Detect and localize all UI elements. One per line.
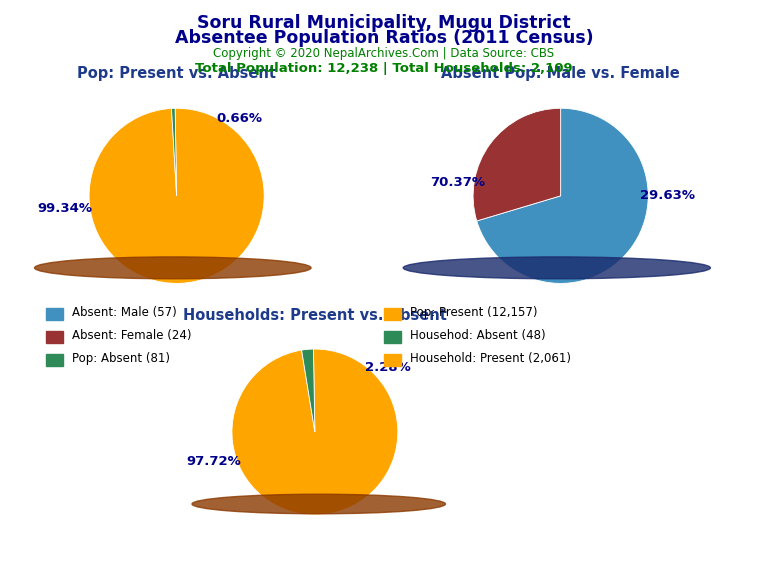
Text: 0.66%: 0.66% [217, 112, 263, 126]
Text: Absentee Population Ratios (2011 Census): Absentee Population Ratios (2011 Census) [174, 29, 594, 47]
Ellipse shape [403, 257, 710, 279]
Wedge shape [302, 349, 315, 432]
Text: 2.28%: 2.28% [365, 361, 411, 374]
Text: Absent: Female (24): Absent: Female (24) [72, 329, 192, 342]
Text: Pop: Present (12,157): Pop: Present (12,157) [410, 306, 538, 319]
Title: Absent Pop: Male vs. Female: Absent Pop: Male vs. Female [442, 66, 680, 81]
Text: Total Population: 12,238 | Total Households: 2,109: Total Population: 12,238 | Total Househo… [195, 62, 573, 75]
Text: Household: Present (2,061): Household: Present (2,061) [410, 353, 571, 365]
Wedge shape [171, 108, 177, 196]
Wedge shape [477, 108, 648, 283]
Text: Copyright © 2020 NepalArchives.Com | Data Source: CBS: Copyright © 2020 NepalArchives.Com | Dat… [214, 47, 554, 60]
Text: Soru Rural Municipality, Mugu District: Soru Rural Municipality, Mugu District [197, 14, 571, 32]
Text: 70.37%: 70.37% [430, 176, 485, 189]
Wedge shape [473, 108, 561, 221]
Title: Pop: Present vs. Absent: Pop: Present vs. Absent [77, 66, 276, 81]
Text: 97.72%: 97.72% [187, 454, 241, 468]
Text: Househod: Absent (48): Househod: Absent (48) [410, 329, 546, 342]
Text: 99.34%: 99.34% [37, 203, 92, 215]
Text: Pop: Absent (81): Pop: Absent (81) [72, 353, 170, 365]
Title: Households: Present vs. Absent: Households: Present vs. Absent [183, 308, 447, 323]
Text: 29.63%: 29.63% [640, 190, 695, 202]
Wedge shape [89, 108, 264, 283]
Wedge shape [232, 349, 398, 515]
Text: Absent: Male (57): Absent: Male (57) [72, 306, 177, 319]
Ellipse shape [192, 494, 445, 514]
Ellipse shape [35, 257, 311, 279]
